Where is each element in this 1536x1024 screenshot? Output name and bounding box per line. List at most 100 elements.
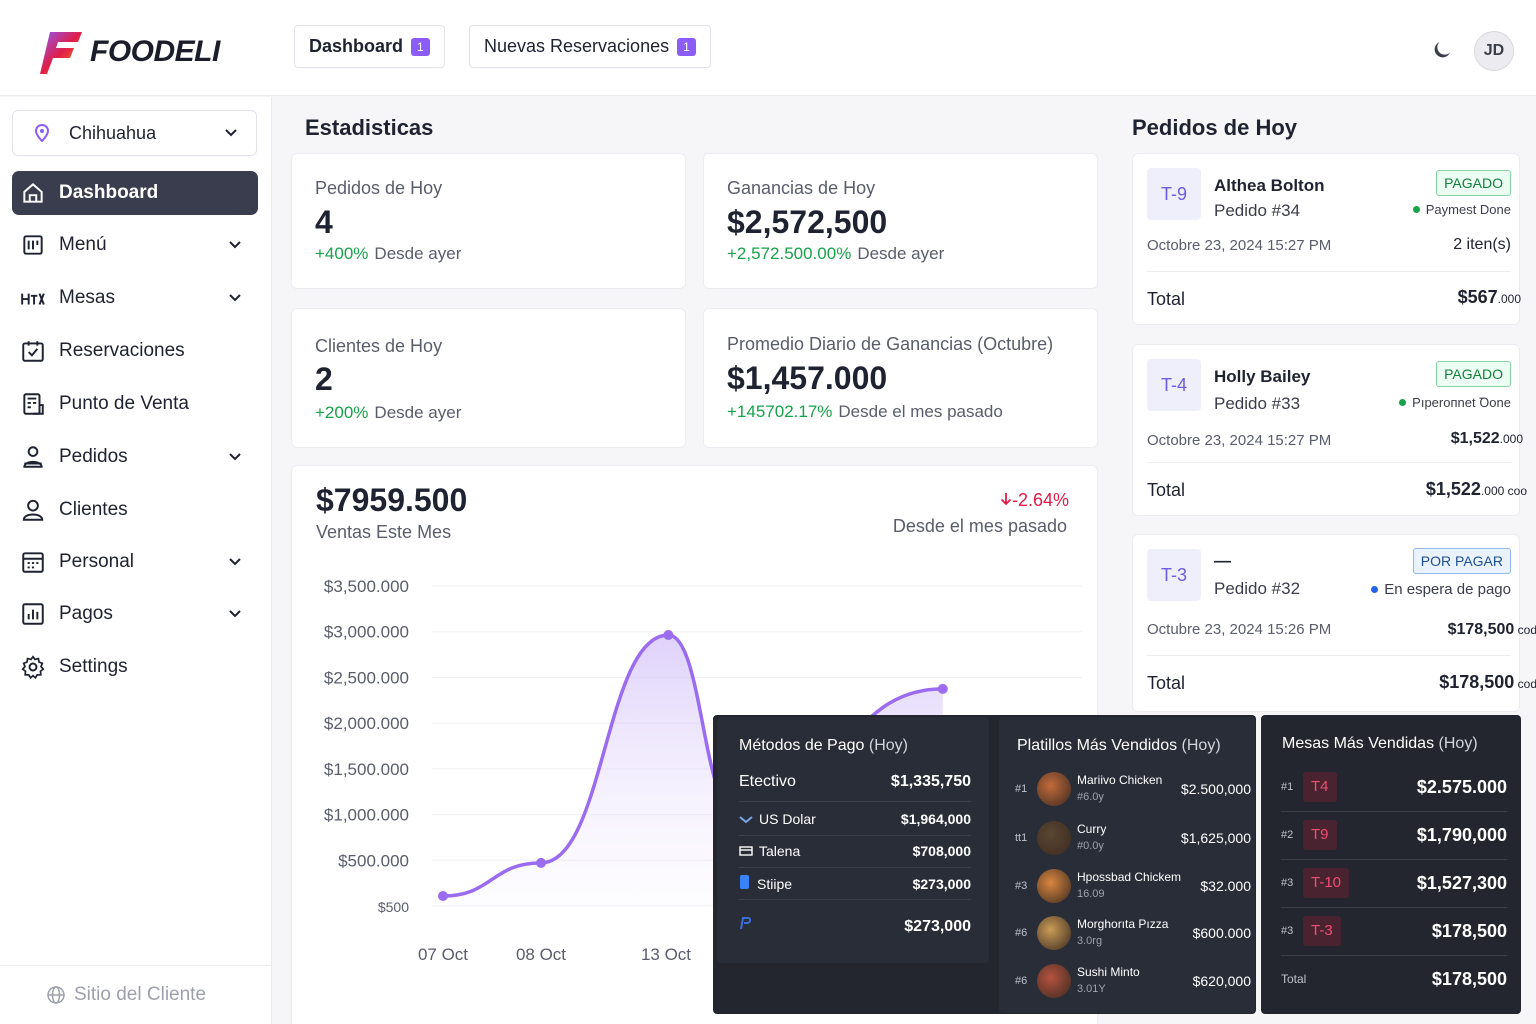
payment-value: $1,335,750 [890, 773, 971, 790]
table-tag: T9 [1303, 820, 1337, 850]
payment-row: $273,000 [739, 917, 971, 936]
total-value: $178,500 [1431, 968, 1507, 989]
sidebar-item-reservaciones[interactable]: Reservaciones [12, 329, 258, 373]
sidebar-item-clientes[interactable]: Clientes [12, 488, 258, 532]
sidebar-item-label: Dashboard [59, 182, 159, 203]
panel-title-text: Métodos de Pago [739, 737, 865, 754]
y-tick-label: $1,000.000 [324, 806, 409, 825]
stat-card-clients: Clientes de Hoy 2 +200% Desde ayer [291, 308, 686, 448]
sidebar-item-personal[interactable]: Personal [12, 540, 258, 584]
payment-name: Stiipe [757, 875, 793, 892]
dish-row[interactable]: #6 Morghorıta Pızza 3.0rg $600.000 [1015, 913, 1251, 953]
table-rank-row[interactable]: #3 T-10 $1,527,300 [1281, 865, 1507, 901]
dish-value: $2.500,000 [1180, 781, 1251, 797]
data-point[interactable] [937, 683, 948, 694]
chevron-down-icon [225, 129, 237, 137]
dish-info: Hpossbad Chickem 16.09 [1077, 869, 1200, 903]
top-header: FOODELI Dashboard 1 Nuevas Reservaciones… [0, 0, 1536, 96]
table-tag: T-3 [1147, 549, 1201, 601]
dish-row[interactable]: #1 Mariivo Chicken #6.0y $2.500,000 [1015, 769, 1251, 809]
user-icon [20, 497, 46, 523]
stat-change-value: +2,572.500.00% [727, 244, 852, 263]
chevron-down-icon [229, 241, 241, 249]
tab-new-reservations[interactable]: Nuevas Reservaciones 1 [469, 25, 711, 68]
dish-name: Hpossbad Chickem [1077, 870, 1182, 884]
order-card[interactable]: T-4 Holly Bailey Pedido #33 PAGADO Pıper… [1132, 344, 1527, 516]
dish-name: Morghorıta Pızza [1077, 917, 1169, 931]
dish-photo [1037, 869, 1071, 903]
table-tag: T-3 [1303, 916, 1341, 946]
total-label: Total [1147, 673, 1186, 693]
data-point[interactable] [536, 857, 546, 868]
order-number: Pedido #32 [1214, 579, 1301, 598]
table-tag: T-9 [1147, 168, 1201, 220]
dish-subtext: #6.0y [1077, 791, 1104, 803]
sidebar-item-pagos[interactable]: Pagos [12, 592, 258, 636]
table-value: $1,790,000 [1416, 824, 1507, 845]
dish-photo [1037, 916, 1071, 950]
home-icon [20, 180, 46, 206]
client-site-link[interactable]: Sitio del Cliente [0, 965, 272, 1024]
data-point[interactable] [438, 891, 448, 901]
dish-row[interactable]: #3 Hpossbad Chickem 16.09 $32.000 [1015, 866, 1251, 906]
payment-value: $273,000 [904, 917, 971, 935]
total-label: Total [1147, 289, 1186, 309]
dish-row[interactable]: #6 Sushi Minto 3.01Y $620,000 [1015, 961, 1251, 1001]
moon-icon[interactable] [1430, 38, 1454, 62]
city-select[interactable]: Chihuahua [12, 110, 257, 156]
divider [1281, 907, 1507, 908]
count-badge: 1 [677, 37, 696, 56]
data-point[interactable] [663, 630, 674, 640]
sidebar-item-settings[interactable]: Settings [12, 645, 258, 689]
x-tick-label: 08 Oct [516, 945, 566, 964]
card-icon [739, 843, 753, 859]
sidebar-item-label: Personal [59, 551, 134, 572]
tab-dashboard[interactable]: Dashboard 1 [294, 25, 445, 68]
status-detail: Pıperoпnet Ꝺone [1399, 393, 1511, 411]
sidebar-item-mesas[interactable]: Mesas [12, 276, 258, 320]
payment-row: Talena $708,000 [739, 843, 971, 859]
y-tick-label: $2,000.000 [324, 714, 409, 733]
rank: #6 [1015, 927, 1028, 939]
customer-name: Holly Bailey [1214, 367, 1311, 386]
sidebar-item-men-[interactable]: Menú [12, 223, 258, 267]
dish-row[interactable]: tt1 Curry #0.0y $1,625,000 [1015, 818, 1251, 858]
table-rank-row[interactable]: #1 T4 $2.575.000 [1281, 769, 1507, 805]
status-text: Pıperoпnet Ꝺone [1412, 395, 1511, 410]
payment-method: Etectivo [739, 773, 796, 791]
sidebar-item-punto-de-venta[interactable]: Punto de Venta [12, 382, 258, 426]
table-rank-row[interactable]: #2 T9 $1,790,000 [1281, 817, 1507, 853]
sales-label: Ventas Este Mes [316, 522, 452, 542]
table-rank-row[interactable]: #3 T-3 $178,500 [1281, 913, 1507, 949]
total-suffix: .000 [1497, 292, 1521, 306]
city-label: Chihuahua [69, 122, 157, 143]
order-card[interactable]: T-9 Althea Bolton Pedido #34 PAGADO Paym… [1132, 153, 1521, 325]
panel-title-suffix: (Hoy) [1438, 735, 1478, 752]
globe-icon [47, 986, 65, 1004]
dark-summary-panels: Métodos de Pago (Hoy) Etectivo $1,335,750… [713, 715, 1256, 1014]
avatar[interactable]: JD [1474, 31, 1514, 71]
pos-icon [20, 391, 46, 417]
sidebar-item-label: Pagos [59, 603, 113, 624]
panel-title-suffix: (Hoy) [868, 737, 908, 754]
order-card[interactable]: T-3 — Pedido #32 POR PAGAR En espera de … [1132, 534, 1536, 712]
sidebar-item-pedidos[interactable]: Pedidos [12, 435, 258, 479]
stats-title: Estadisticas [305, 115, 434, 140]
sidebar-item-dashboard[interactable]: Dashboard [12, 171, 258, 215]
dish-name: Curry [1077, 822, 1107, 836]
dollar-icon [739, 811, 753, 827]
stat-change-label: Desde ayer [374, 403, 462, 422]
dish-info: Morghorıta Pızza 3.0rg [1077, 916, 1193, 950]
y-tick-label: $500.000 [338, 851, 409, 870]
stat-label: Ganancias de Hoy [727, 178, 876, 198]
stat-label: Pedidos de Hoy [315, 178, 443, 198]
payment-methods-panel: Métodos de Pago (Hoy) Etectivo $1,335,750… [717, 717, 989, 963]
dish-subtext: 3.01Y [1077, 983, 1106, 995]
dish-info: Mariivo Chicken #6.0y [1077, 772, 1181, 806]
order-number: Pedido #34 [1214, 201, 1301, 220]
brand-logo[interactable]: FOODELI [38, 28, 220, 76]
dish-subtext: 16.09 [1077, 888, 1105, 900]
stripe-icon [739, 875, 751, 892]
dish-value: $620,000 [1192, 973, 1251, 989]
status-detail: Paymest Done [1412, 202, 1511, 217]
